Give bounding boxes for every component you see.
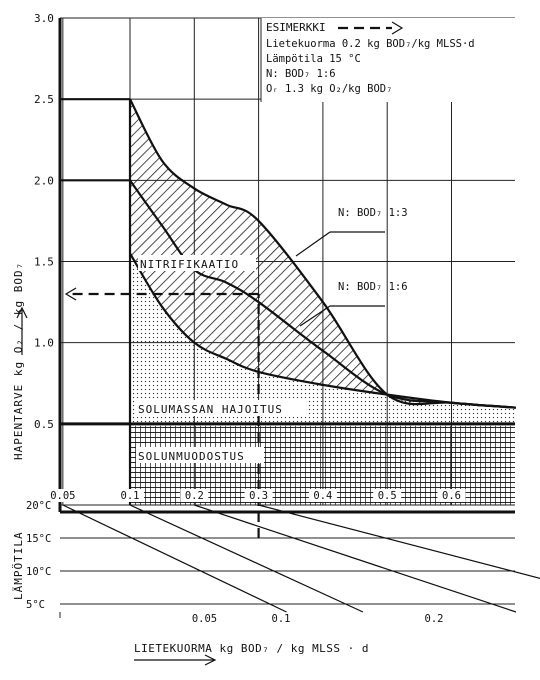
- x-tick-label: 0.6: [442, 490, 461, 502]
- upper-cap-line: [60, 98, 130, 182]
- example-arrow-icon: [64, 287, 77, 301]
- example-box-title: ESIMERKKI: [266, 21, 326, 34]
- example-line-result: Oᵣ 1.3 kg O₂/kg BOD₇: [266, 83, 392, 95]
- x-tick-label: 0.4: [313, 490, 332, 502]
- y-tick-label: 1.0: [34, 337, 54, 350]
- temp-line-0.3: [258, 504, 540, 579]
- x-tick-label: 0.2: [185, 490, 204, 502]
- series-label-1-6: N: BOD₇ 1:6: [338, 281, 408, 293]
- curve-solumassan-hajoitus: [129, 252, 516, 409]
- region-label-nitrifikaatio: NITRIFIKAATIO: [140, 258, 239, 271]
- temperature-axis-title: LÄMPÖTILA: [12, 531, 25, 600]
- x-tick-labels-upper: 0.05 0.1 0.2 0.3 0.4 0.5 0.6: [48, 489, 466, 502]
- x-tick-label-lower: 0.05: [192, 613, 217, 625]
- leader-1-6: [299, 305, 331, 327]
- region-nitrifikaatio-lower-fill: [130, 180, 516, 408]
- x-tick-bg: [437, 489, 466, 502]
- x-tick-bg: [48, 489, 77, 502]
- x-tick-labels-lower: 0.05 0.1 0.2: [192, 613, 444, 625]
- hajoitus-label-bg: [136, 400, 306, 416]
- temp-tick-label: 5°C: [26, 599, 45, 611]
- temp-line-0.1: [129, 504, 364, 613]
- x-axis-arrow-icon: [204, 654, 217, 666]
- x-tick-bg: [116, 489, 144, 502]
- series-label-1-3: N: BOD₇ 1:3: [338, 207, 408, 219]
- y-axis-title: HAPENTARVE kg O₂ / kg BOD₇: [12, 262, 25, 460]
- region-solumassan-hajoitus-fill: [130, 253, 516, 424]
- solunmuodostus-label-bg: [136, 447, 264, 463]
- region-label-solumassan-hajoitus: SOLUMASSAN HAJOITUS: [138, 403, 283, 416]
- region-label-solunmuodostus: SOLUNMUODOSTUS: [138, 450, 245, 463]
- y-tick-label: 3.0: [34, 12, 54, 25]
- y-tick-label: 2.5: [34, 93, 54, 106]
- x-tick-bg: [373, 489, 402, 502]
- x-tick-label: 0.1: [121, 490, 140, 502]
- y-tick-label: 1.5: [34, 256, 54, 269]
- series-label-1-6-text: N: BOD₇ 1:6: [338, 281, 408, 293]
- example-line-ratio: N: BOD₇ 1:6: [266, 68, 336, 80]
- x-tick-label: 0.3: [249, 490, 268, 502]
- temp-line-0.05: [62, 504, 287, 613]
- x-axis-title: LIETEKUORMA kg BOD₇ / kg MLSS · d: [134, 642, 369, 655]
- nitrifikaatio-label-bg: [138, 255, 256, 271]
- x-tick-label-lower: 0.1: [272, 613, 291, 625]
- lower-grid: [59, 537, 515, 618]
- y-tick-label: 2.0: [34, 174, 54, 187]
- example-box-bg: [261, 18, 515, 102]
- temperature-correction-lines: [62, 504, 540, 613]
- x-tick-label: 0.05: [50, 490, 75, 502]
- y-tick-labels: 3.0 2.5 2.0 1.5 1.0 0.5: [34, 12, 54, 431]
- x-tick-label-lower: 0.2: [425, 613, 444, 625]
- x-tick-bg: [180, 489, 209, 502]
- x-tick-bg: [308, 489, 337, 502]
- temperature-tick-labels: 20°C 15°C 10°C 5°C: [26, 500, 51, 611]
- y-tick-label: 0.5: [34, 418, 54, 431]
- example-line-temperature: Lämpötila 15 °C: [266, 53, 361, 65]
- y-axis-arrow-icon: [16, 306, 28, 319]
- leader-1-3: [295, 231, 331, 257]
- x-tick-bg: [244, 489, 273, 502]
- example-line-load: Lietekuorma 0.2 kg BOD₇/kg MLSS·d: [266, 38, 475, 50]
- series-label-1-3-text: N: BOD₇ 1:3: [338, 207, 408, 219]
- temp-tick-label: 15°C: [26, 533, 51, 545]
- temp-tick-label: 10°C: [26, 566, 51, 578]
- temp-line-0.2: [194, 504, 517, 613]
- example-legend-arrow-icon: [391, 21, 404, 35]
- temp-tick-label: 20°C: [26, 500, 51, 512]
- x-tick-label: 0.5: [378, 490, 397, 502]
- curve-n-bod-1-3: [129, 98, 516, 409]
